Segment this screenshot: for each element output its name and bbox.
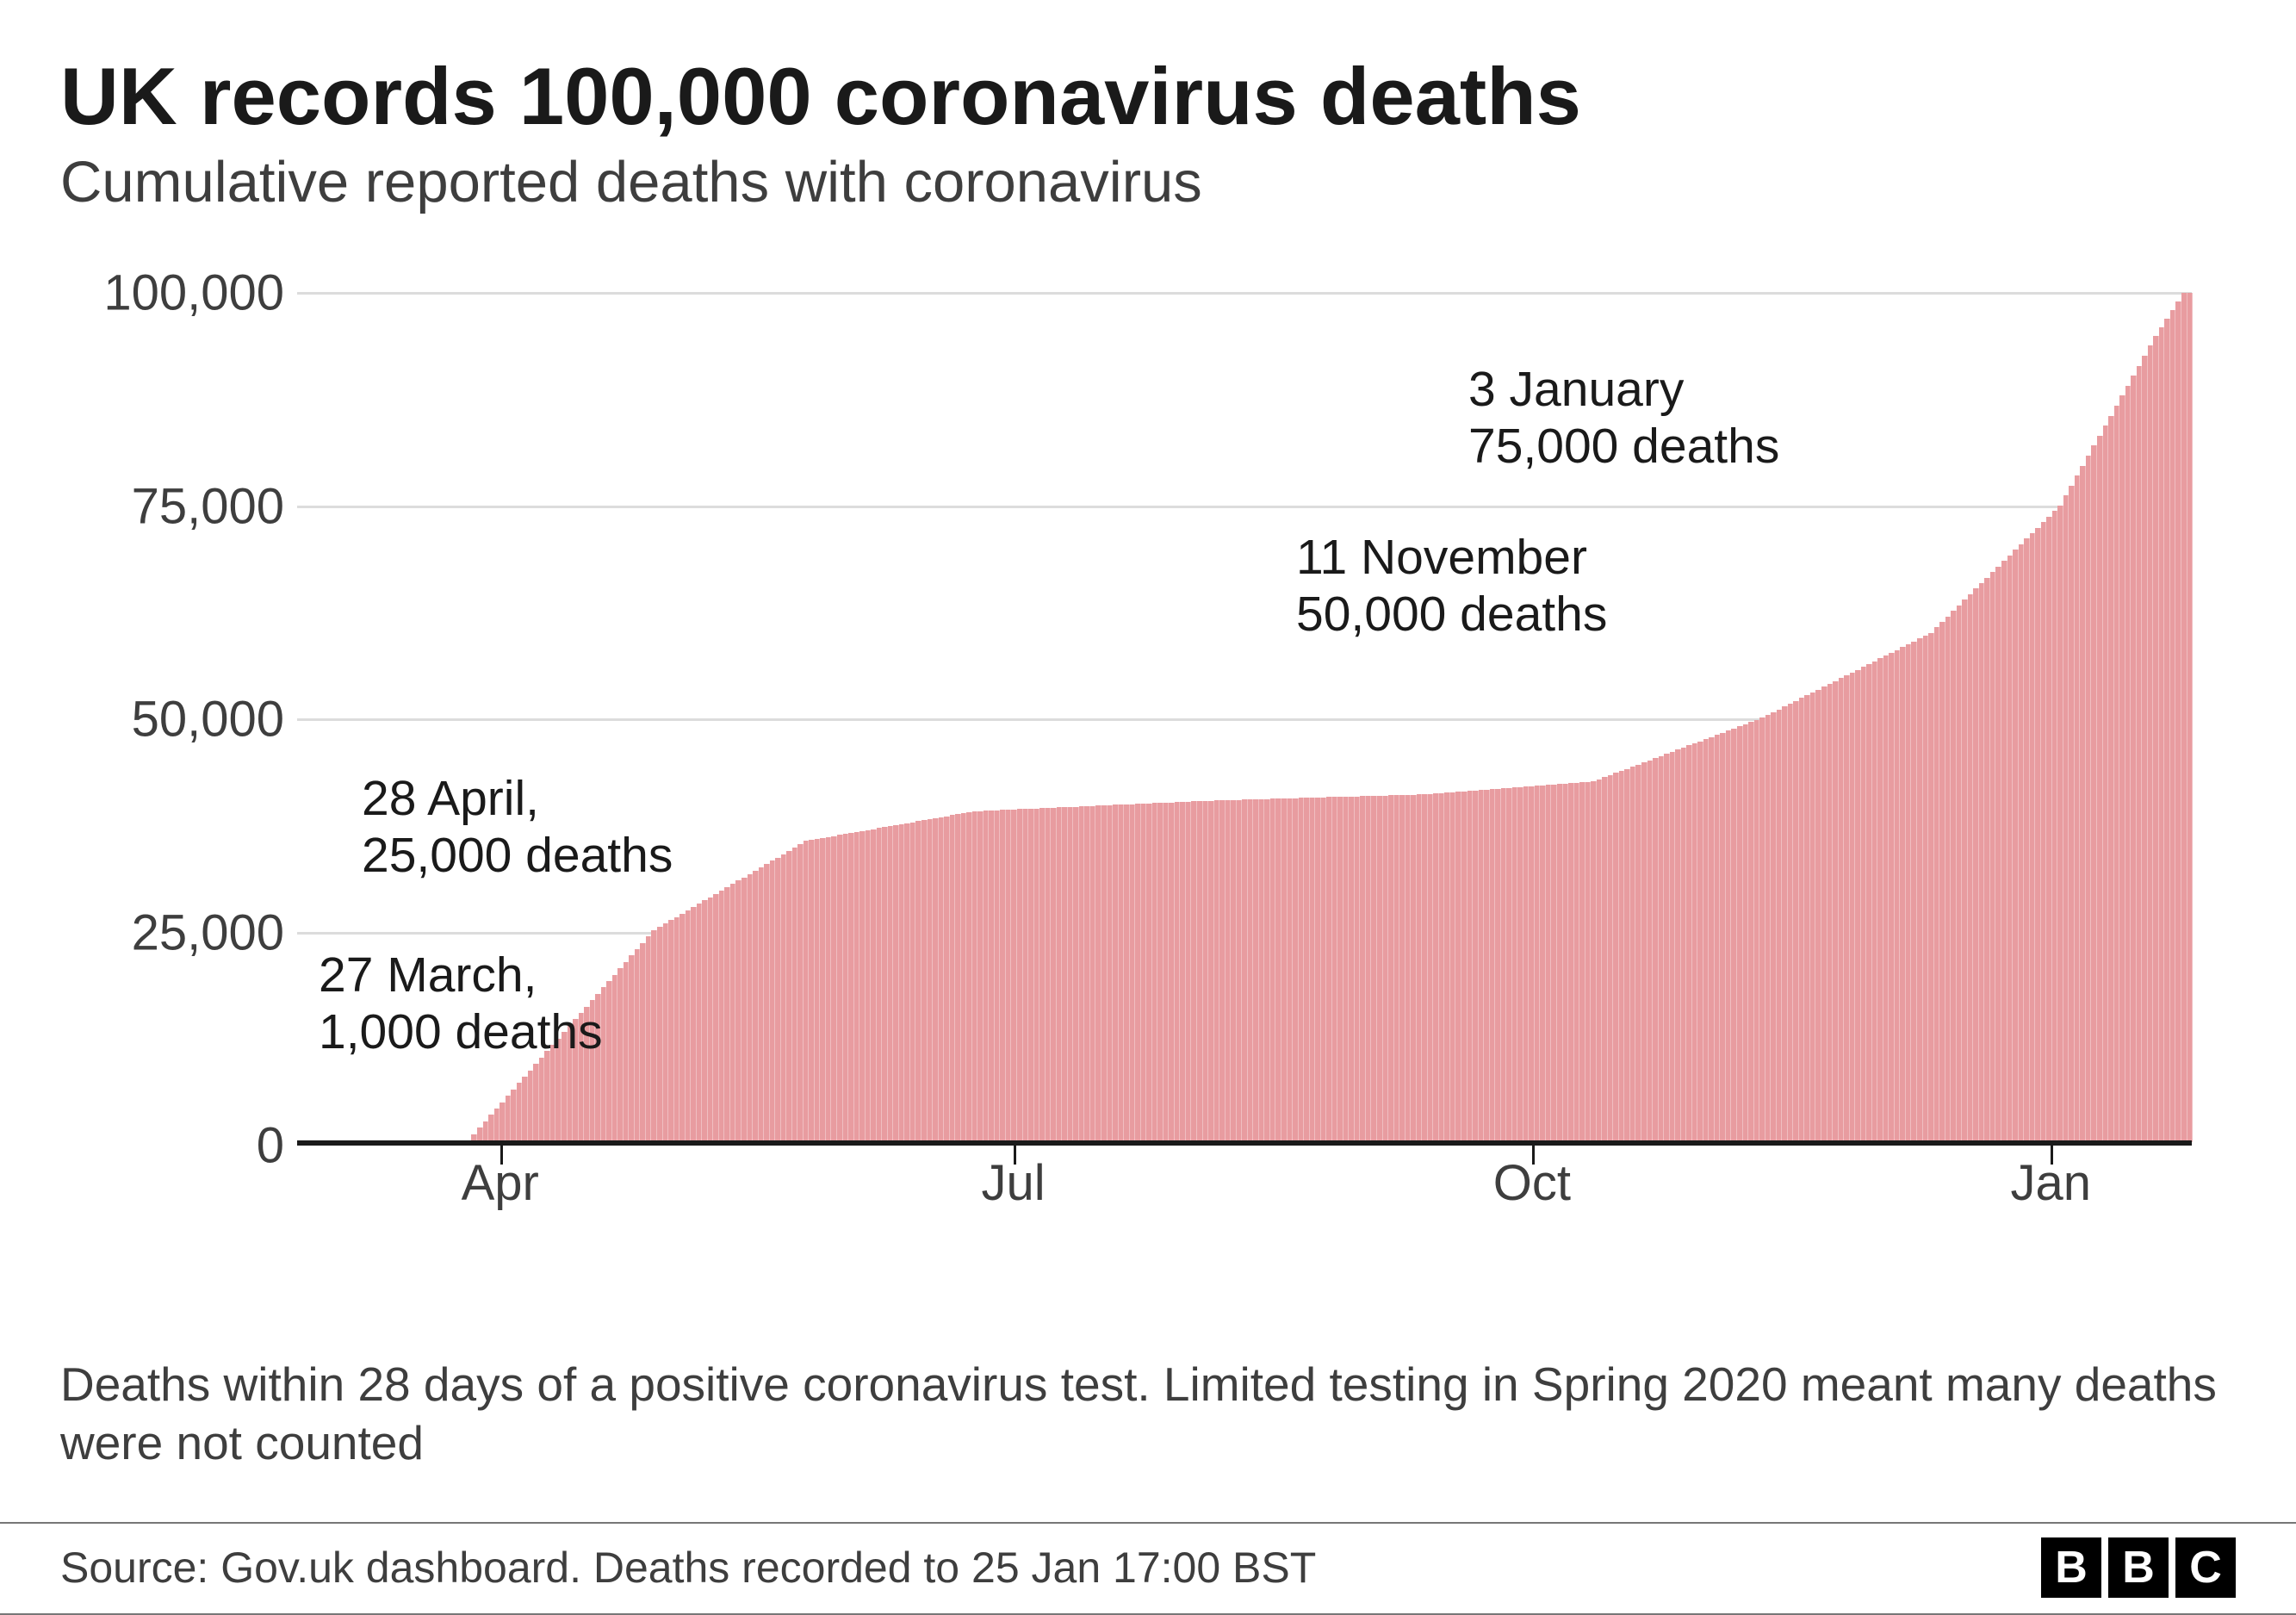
x-axis-label: Oct (1493, 1154, 1571, 1212)
divider (0, 1522, 2296, 1524)
chart-annotation: 3 January75,000 deaths (1468, 362, 1779, 475)
x-axis-label: Apr (462, 1154, 539, 1212)
y-axis-label: 25,000 (132, 904, 284, 961)
bbc-logo: BBC (2041, 1537, 2236, 1598)
x-axis-label: Jul (981, 1154, 1045, 1212)
chart-annotation: 27 March,1,000 deaths (319, 947, 603, 1060)
chart-area: 025,00050,00075,000100,000 27 March,1,00… (78, 293, 2231, 1240)
plot-region: 27 March,1,000 deaths 28 April,25,000 dea… (297, 293, 2192, 1146)
y-axis-label: 0 (257, 1117, 284, 1175)
y-axis-label: 75,000 (132, 477, 284, 535)
y-axis-label: 100,000 (103, 264, 284, 322)
y-axis-label: 50,000 (132, 691, 284, 748)
bbc-logo-letter: B (2041, 1537, 2101, 1598)
chart-subtitle: Cumulative reported deaths with coronavi… (60, 149, 2236, 215)
chart-title: UK records 100,000 coronavirus deaths (60, 52, 2236, 140)
chart-annotation: 28 April,25,000 deaths (362, 771, 673, 884)
x-axis-baseline (297, 1140, 2192, 1146)
chart-footnote: Deaths within 28 days of a positive coro… (60, 1355, 2236, 1474)
chart-annotation: 11 November50,000 deaths (1296, 530, 1607, 643)
chart-source: Source: Gov.uk dashboard. Deaths recorde… (60, 1543, 1316, 1593)
bbc-logo-letter: C (2175, 1537, 2236, 1598)
bar (2187, 293, 2194, 1142)
bbc-logo-letter: B (2108, 1537, 2169, 1598)
x-axis-label: Jan (2011, 1154, 2092, 1212)
